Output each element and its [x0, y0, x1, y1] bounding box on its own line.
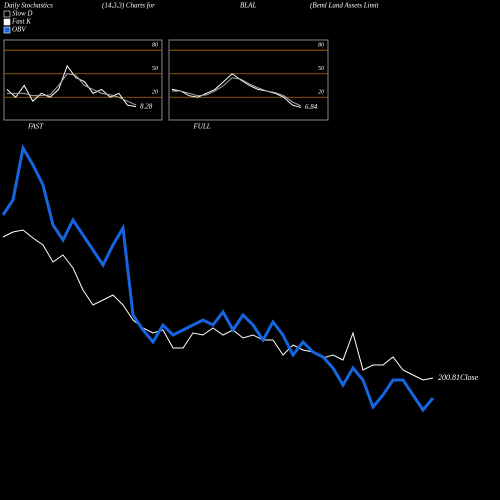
y-tick-label: 80: [152, 43, 158, 49]
legend-swatch: [3, 26, 11, 34]
y-tick-label: 20: [152, 90, 158, 96]
legend-swatch: [3, 10, 11, 18]
header-text: Daily Stochastics: [3, 2, 53, 10]
last-value: 6.84: [305, 103, 318, 111]
legend-label: Slow D: [12, 10, 32, 18]
legend-label: OBV: [12, 26, 26, 34]
header-text: (Beml Land Assets Limit: [310, 2, 380, 10]
series-line: [6, 64, 137, 108]
legend-swatch: [3, 18, 11, 26]
panel-frame: [3, 39, 163, 121]
series-line: [1, 143, 435, 413]
y-tick-label: 80: [318, 43, 324, 49]
series-line: [2, 229, 434, 381]
panel-frame: [168, 39, 329, 121]
y-tick-label: 50: [152, 66, 158, 72]
last-value: 8.28: [140, 102, 153, 110]
header-text: (14,3,3) Charts for: [102, 2, 155, 10]
series-line: [7, 73, 137, 106]
panel-title: FAST: [27, 123, 44, 131]
y-tick-label: 20: [318, 90, 324, 96]
close-label: 200.81Close: [438, 373, 479, 382]
legend-label: Fast K: [11, 18, 31, 26]
header-text: BLAL: [240, 2, 256, 10]
series-line: [172, 77, 302, 107]
panel-title: FULL: [193, 123, 211, 131]
series-line: [171, 73, 302, 108]
y-tick-label: 50: [318, 66, 324, 72]
